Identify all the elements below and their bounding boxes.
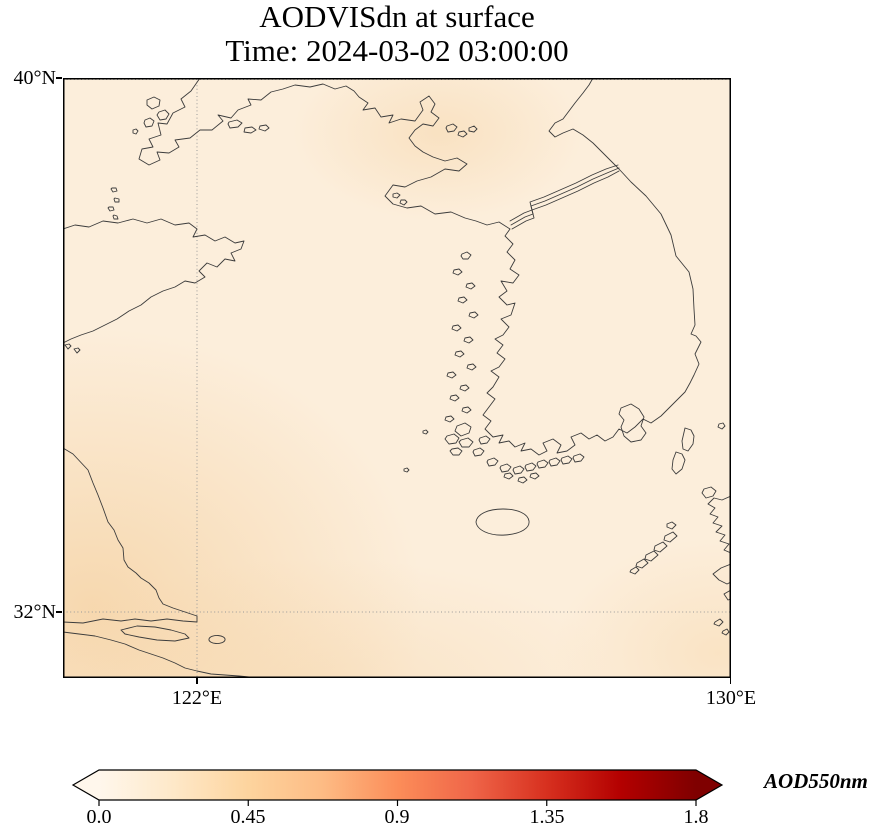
coastline-jiangsu-yangtze-north — [63, 447, 198, 624]
map-svg — [63, 78, 731, 678]
tickmark-130E — [730, 678, 732, 684]
coastline-shandong — [63, 218, 245, 344]
islands-goto — [629, 531, 678, 575]
lat-tick-label-40N: 40°N — [13, 67, 56, 89]
colorbar — [60, 765, 740, 818]
island-iki — [701, 486, 717, 499]
island-jeju — [475, 508, 530, 536]
colorbar-svg — [71, 769, 724, 806]
coastline-chongming-island — [120, 625, 190, 642]
colorbar-tick-045: 0.45 — [230, 806, 266, 828]
map-border — [63, 78, 731, 678]
aod-high-patch-northwest-korea — [293, 78, 583, 221]
island-tsushima-north — [681, 427, 695, 452]
colorbar-tickmarks — [98, 800, 697, 806]
island-tsushima-south — [671, 451, 686, 475]
lat-tick-label-32N: 32°N — [13, 601, 56, 623]
coastline-yangtze-south-bank — [63, 631, 257, 678]
islands — [64, 96, 730, 636]
aod-high-patch-south — [63, 558, 623, 678]
island-yangtze-channel — [208, 635, 226, 644]
coastline-kyushu-bay — [712, 563, 731, 585]
colorbar-variable-label: AOD550nm — [764, 769, 868, 793]
dmz-border-band — [509, 164, 620, 230]
colorbar-gradient-bar — [71, 769, 724, 801]
island-geoje — [618, 403, 647, 443]
lon-tick-label-130E: 130°E — [705, 687, 757, 709]
lon-tick-label-122E: 122°E — [171, 687, 223, 709]
colorbar-tick-0: 0.0 — [86, 806, 112, 828]
title-line-1: AODVISdn at surface — [259, 0, 535, 34]
coastline-mainland-china-korea — [138, 78, 702, 456]
coastlines — [63, 78, 731, 678]
aod-high-patch-southeast — [553, 538, 731, 678]
tickmark-32N — [56, 611, 62, 613]
coastline-kyushu-west — [707, 495, 731, 554]
plot-title: AODVISdn at surface Time: 2024-03-02 03:… — [63, 0, 731, 68]
colorbar-tick-18: 1.8 — [683, 806, 709, 828]
title-line-2: Time: 2024-03-02 03:00:00 — [225, 33, 569, 68]
colorbar-tick-135: 1.35 — [529, 806, 565, 828]
colorbar-tick-09: 0.9 — [384, 806, 410, 828]
map-plot-area — [63, 78, 731, 678]
tickmark-122E — [196, 678, 198, 684]
tickmark-40N — [56, 77, 62, 79]
